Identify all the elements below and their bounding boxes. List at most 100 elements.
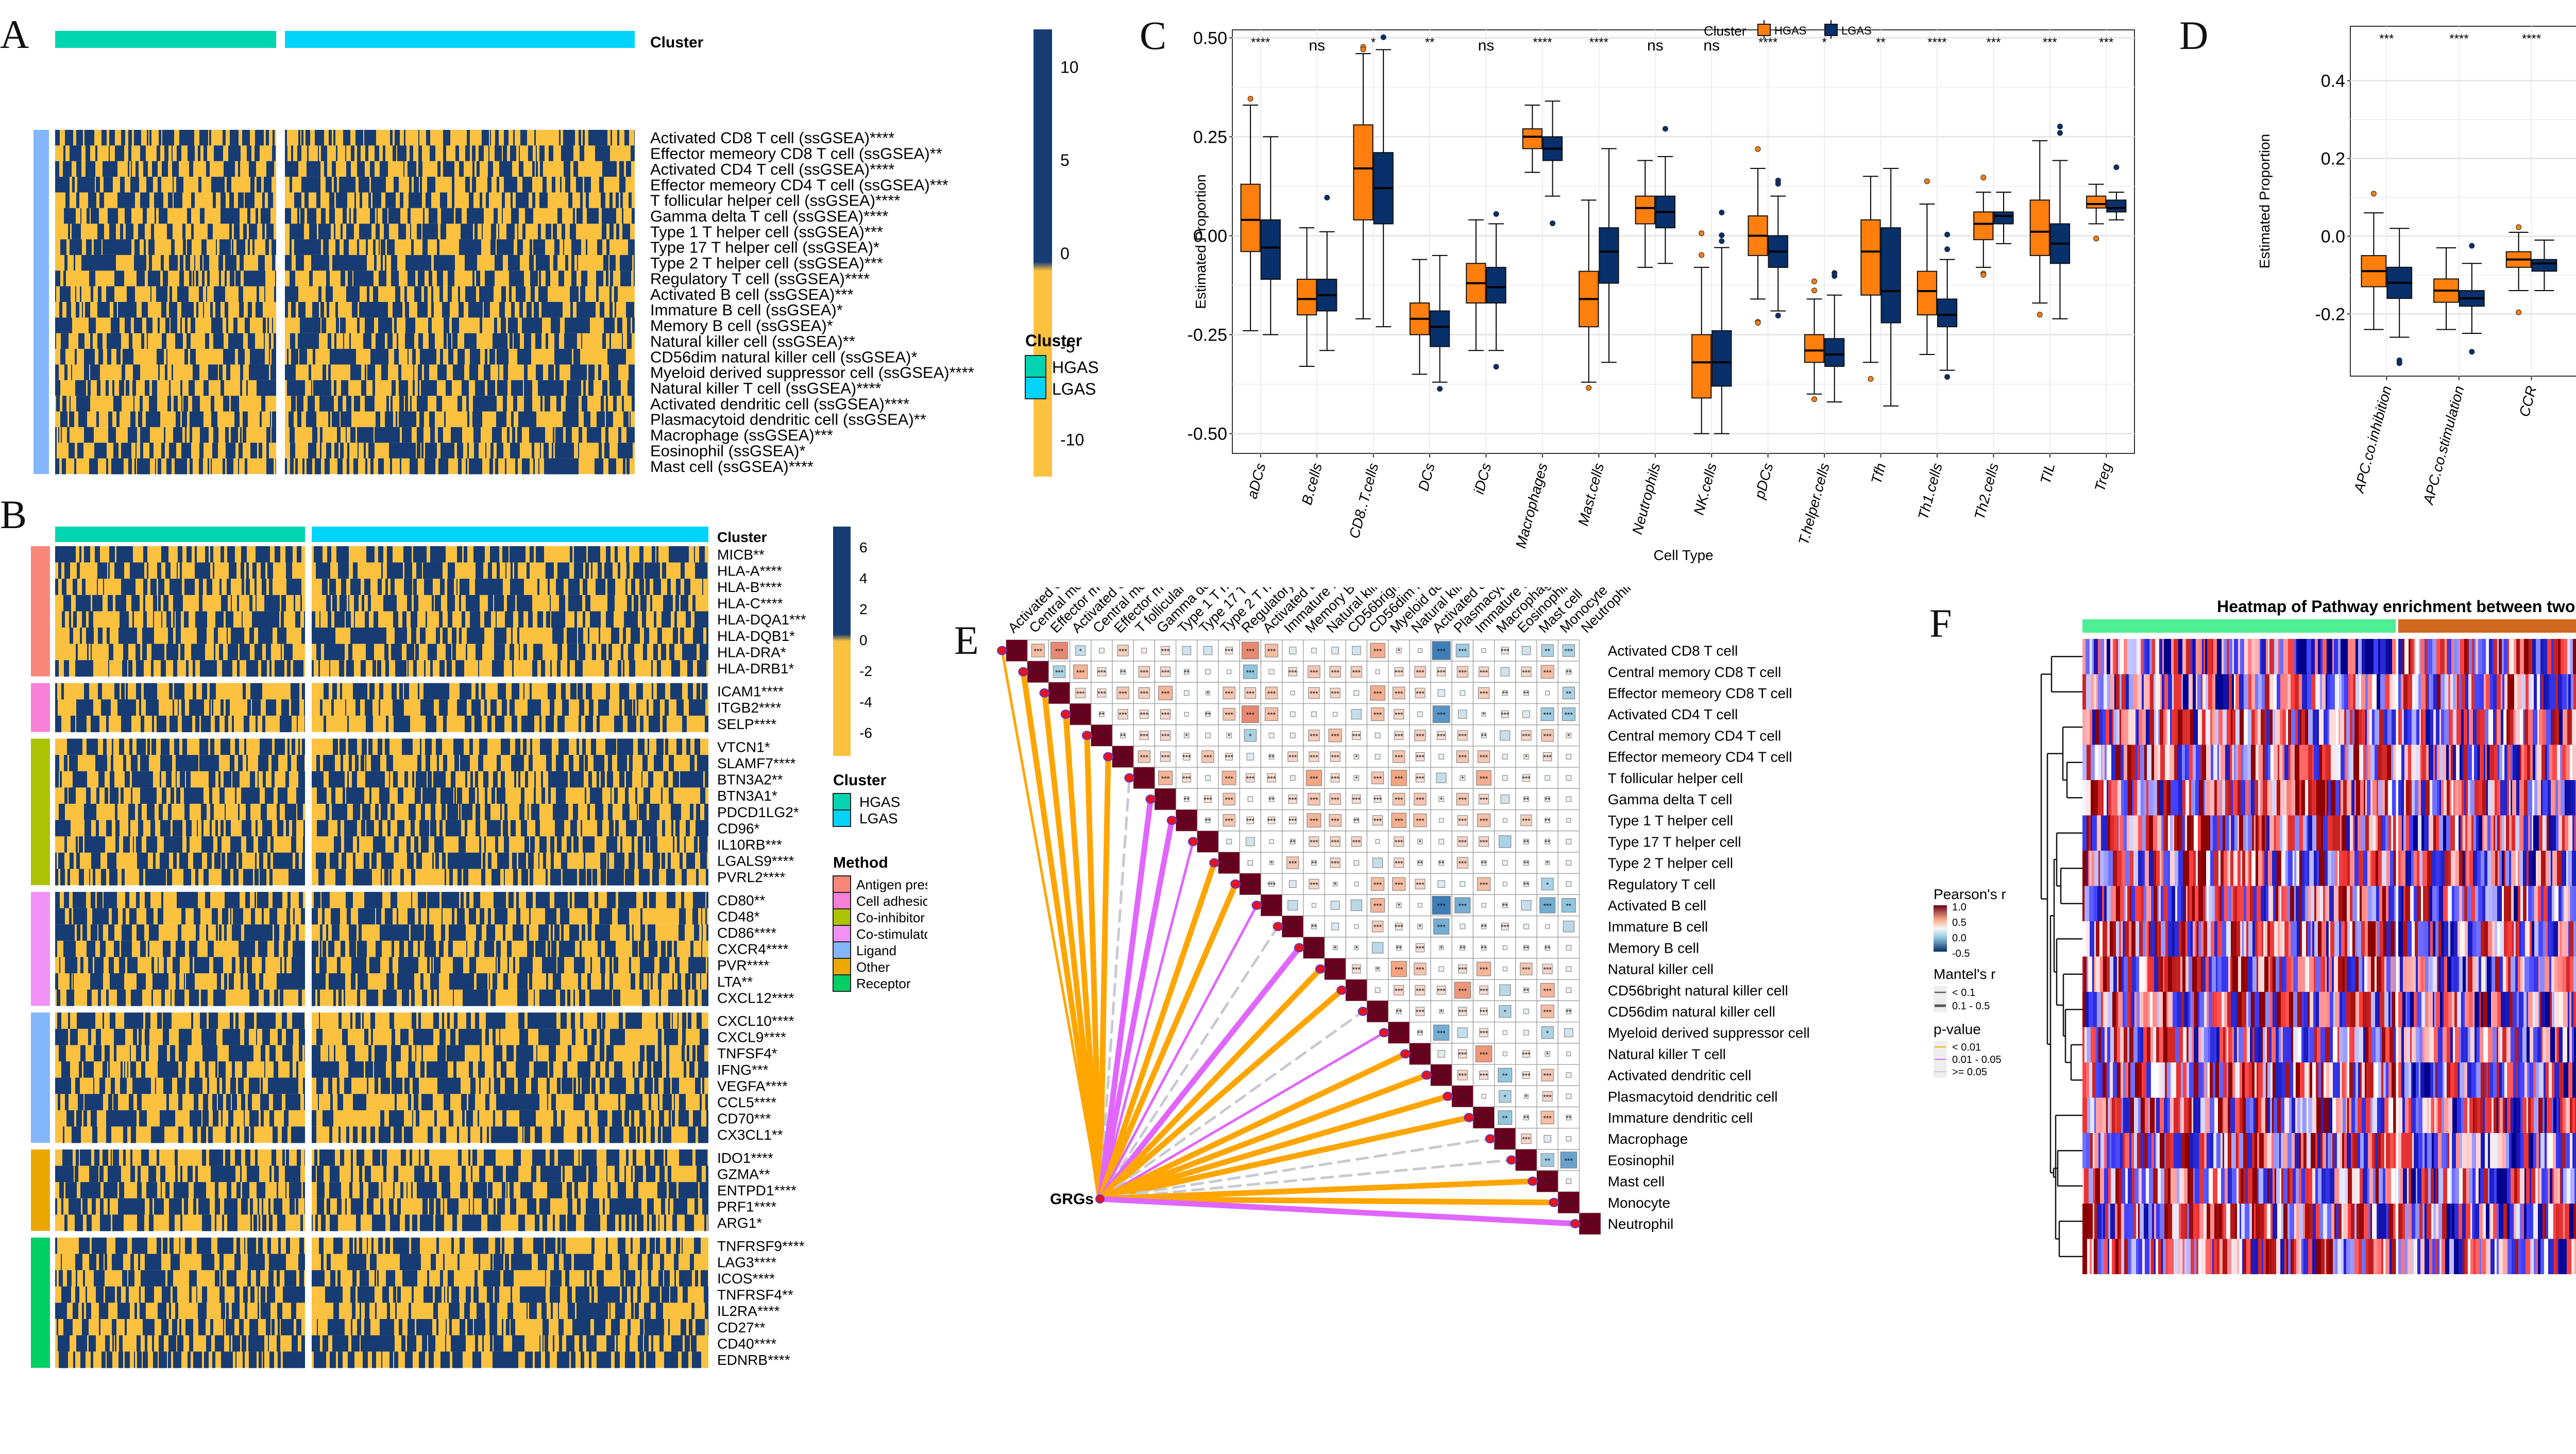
heatmap-cell <box>613 579 614 596</box>
heatmap-cell <box>629 755 633 772</box>
heatmap-cell <box>113 443 118 459</box>
heatmap-cell <box>222 869 223 886</box>
heatmap-cell <box>517 628 519 645</box>
heatmap-cell <box>154 683 157 700</box>
heatmap-cell <box>417 755 420 772</box>
heatmap-cell <box>548 908 551 925</box>
heatmap-cell <box>461 683 464 700</box>
heatmap-cell <box>369 957 375 974</box>
heatmap-cell <box>455 364 460 381</box>
heatmap-cell <box>201 836 205 853</box>
heatmap-cell <box>229 579 231 596</box>
heatmap-cell <box>367 908 372 925</box>
heatmap-cell <box>601 192 605 209</box>
heatmap-cell <box>390 546 393 563</box>
heatmap-cell <box>449 349 453 365</box>
heatmap-cell <box>302 683 304 700</box>
heatmap-cell <box>201 989 205 1006</box>
heatmap-cell <box>289 869 292 886</box>
heatmap-cell <box>230 836 234 853</box>
heatmap-cell <box>157 716 161 733</box>
heatmap-cell <box>595 924 599 941</box>
heatmap-cell <box>573 644 577 661</box>
heatmap-cell <box>260 738 265 755</box>
heatmap-cell <box>169 302 173 318</box>
heatmap-cell <box>316 852 319 869</box>
heatmap-cell <box>163 579 164 596</box>
heatmap-cell <box>249 660 251 677</box>
heatmap-cell <box>175 333 180 349</box>
heatmap-cell <box>595 738 596 755</box>
heatmap-cell <box>328 628 330 645</box>
heatmap-cell <box>374 177 378 193</box>
heatmap-cell <box>419 302 422 318</box>
heatmap-cell <box>381 255 383 271</box>
heatmap-cell <box>379 755 380 772</box>
heatmap-cell <box>399 145 402 162</box>
heatmap-cell <box>484 302 486 318</box>
heatmap-cell <box>465 286 470 302</box>
heatmap-cell <box>622 333 623 349</box>
heatmap-cell <box>257 380 260 396</box>
heatmap-cell <box>201 660 204 677</box>
heatmap-cell <box>627 270 628 287</box>
heatmap-cell <box>677 804 679 821</box>
heatmap-cell <box>504 869 505 886</box>
heatmap-cell <box>139 699 141 716</box>
heatmap-cell <box>649 804 654 821</box>
heatmap-cell <box>134 239 140 256</box>
heatmap-cell <box>222 644 223 661</box>
heatmap-cell <box>299 224 300 240</box>
heatmap-cell <box>277 820 280 837</box>
heatmap-cell <box>121 546 123 563</box>
heatmap-cell <box>655 940 657 957</box>
heatmap-cell <box>312 771 316 788</box>
heatmap-cell <box>230 852 234 869</box>
heatmap-cell <box>429 224 432 240</box>
heatmap-cell <box>256 349 260 365</box>
heatmap-cell <box>114 562 119 579</box>
heatmap-cell <box>270 836 274 853</box>
heatmap-cell <box>525 771 527 788</box>
heatmap-cell <box>97 380 100 396</box>
heatmap-cell <box>601 771 605 788</box>
heatmap-cell <box>341 380 344 396</box>
heatmap-cell <box>396 255 397 271</box>
heatmap-cell <box>98 924 101 941</box>
heatmap-cell <box>611 787 612 804</box>
heatmap-cell <box>152 973 156 990</box>
heatmap-cell <box>241 239 245 256</box>
heatmap-cell <box>285 644 287 661</box>
heatmap-cell <box>629 255 632 271</box>
heatmap-cell <box>550 595 551 612</box>
heatmap-cell <box>275 270 276 287</box>
heatmap-cell <box>353 286 355 302</box>
heatmap-cell <box>256 595 257 612</box>
heatmap-cell <box>73 443 75 459</box>
gene-label: SELP**** <box>717 716 776 732</box>
heatmap-cell <box>462 738 464 755</box>
heatmap-cell <box>232 644 233 661</box>
heatmap-cell <box>477 787 479 804</box>
heatmap-cell <box>153 595 157 612</box>
heatmap-cell <box>437 595 441 612</box>
heatmap-cell <box>144 683 147 700</box>
heatmap-cell <box>300 317 305 334</box>
heatmap-cell <box>563 562 564 579</box>
heatmap-cell <box>608 924 610 941</box>
heatmap-cell <box>448 286 452 302</box>
heatmap-cell <box>599 443 602 459</box>
heatmap-cell <box>291 364 296 381</box>
heatmap-cell <box>480 317 482 334</box>
heatmap-cell <box>243 820 248 837</box>
heatmap-cell <box>482 130 483 146</box>
heatmap-cell <box>108 411 112 428</box>
heatmap-cell <box>359 270 363 287</box>
heatmap-cell <box>521 716 526 733</box>
heatmap-cell <box>448 683 449 700</box>
heatmap-cell <box>704 820 708 837</box>
heatmap-cell <box>623 628 626 645</box>
heatmap-cell <box>298 333 300 349</box>
heatmap-cell <box>602 380 604 396</box>
heatmap-cell <box>169 683 172 700</box>
